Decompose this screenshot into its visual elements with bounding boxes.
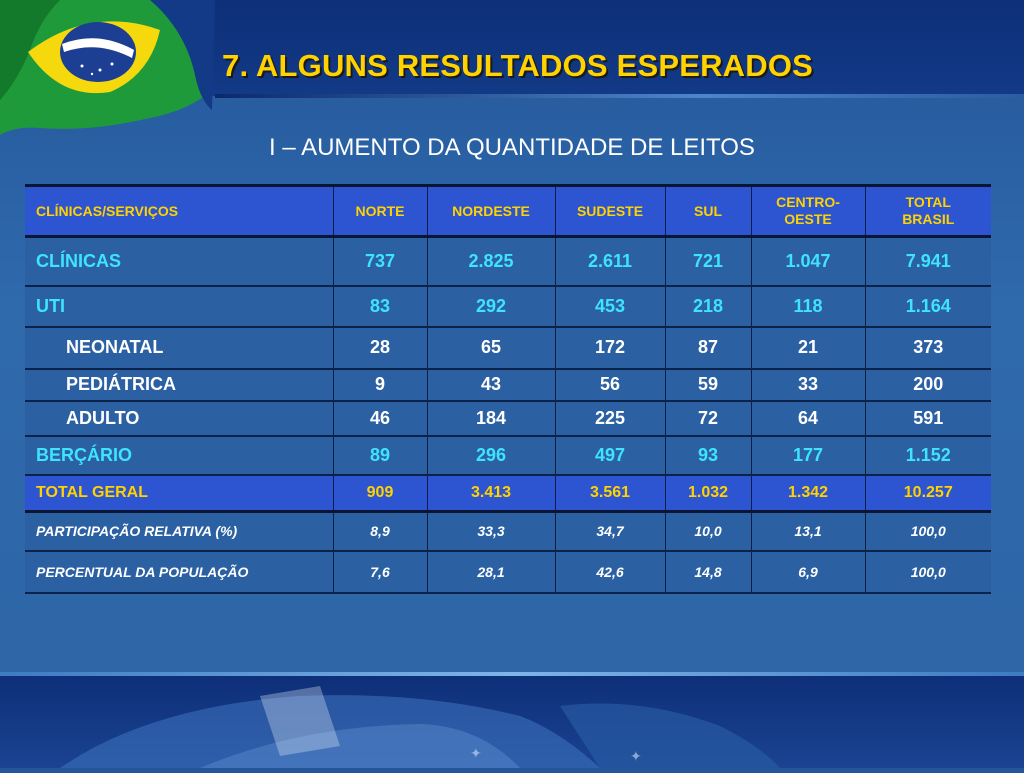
table-row: UTI 83 292 453 218 118 1.164 bbox=[25, 285, 991, 328]
header-cell: SUDESTE bbox=[554, 184, 666, 238]
table-cell: 83 bbox=[332, 285, 428, 328]
table-row: BERÇÁRIO 89 296 497 93 177 1.152 bbox=[25, 435, 991, 476]
header-cell: CENTRO-OESTE bbox=[750, 184, 866, 238]
row-label: CLÍNICAS bbox=[25, 236, 334, 287]
page-title: 7. ALGUNS RESULTADOS ESPERADOS bbox=[222, 48, 814, 83]
table-cell: 21 bbox=[750, 326, 866, 370]
row-label: UTI bbox=[25, 285, 334, 328]
table-row: CLÍNICAS 737 2.825 2.611 721 1.047 7.941 bbox=[25, 236, 991, 287]
table-cell: 172 bbox=[554, 326, 666, 370]
table-cell: 7,6 bbox=[332, 550, 428, 594]
table-cell: 1.032 bbox=[664, 474, 752, 513]
table-row: ADULTO 46 184 225 72 64 591 bbox=[25, 400, 991, 437]
table-cell: 89 bbox=[332, 435, 428, 476]
row-label: BERÇÁRIO bbox=[25, 435, 334, 476]
table-cell: 497 bbox=[554, 435, 666, 476]
footer-banner: ✦ ✦ bbox=[0, 676, 1024, 768]
brazil-flag-icon bbox=[0, 0, 215, 135]
table-cell: 1.152 bbox=[864, 435, 991, 476]
header-cell: SUL bbox=[664, 184, 752, 238]
table-cell: 118 bbox=[750, 285, 866, 328]
header-cell: NORDESTE bbox=[426, 184, 556, 238]
table-row: NEONATAL 28 65 172 87 21 373 bbox=[25, 326, 991, 370]
table-cell: 218 bbox=[664, 285, 752, 328]
table-cell: 292 bbox=[426, 285, 556, 328]
svg-text:✦: ✦ bbox=[470, 746, 482, 762]
table-cell: 14,8 bbox=[664, 550, 752, 594]
row-label: PEDIÁTRICA bbox=[25, 368, 334, 402]
table-cell: 909 bbox=[332, 474, 428, 513]
table-cell: 184 bbox=[426, 400, 556, 437]
table-cell: 93 bbox=[664, 435, 752, 476]
table-cell: 8,9 bbox=[332, 511, 428, 552]
table-cell: 43 bbox=[426, 368, 556, 402]
table-cell: 3.561 bbox=[554, 474, 666, 513]
title-underline bbox=[215, 94, 1024, 98]
table-cell: 59 bbox=[664, 368, 752, 402]
svg-text:✦: ✦ bbox=[630, 749, 642, 765]
row-label: NEONATAL bbox=[25, 326, 334, 370]
table-cell: 6,9 bbox=[750, 550, 866, 594]
table-cell: 2.825 bbox=[426, 236, 556, 287]
table-cell: 7.941 bbox=[864, 236, 991, 287]
hospital-beds-table: CLÍNICAS/SERVIÇOS NORTE NORDESTE SUDESTE… bbox=[25, 184, 991, 594]
table-cell: 1.164 bbox=[864, 285, 991, 328]
table-subtitle: I – AUMENTO DA QUANTIDADE DE LEITOS bbox=[269, 134, 755, 161]
table-cell: 591 bbox=[864, 400, 991, 437]
population-share-row: PERCENTUAL DA POPULAÇÃO 7,6 28,1 42,6 14… bbox=[25, 550, 991, 594]
table-cell: 33 bbox=[750, 368, 866, 402]
table-cell: 42,6 bbox=[554, 550, 666, 594]
table-cell: 10.257 bbox=[864, 474, 991, 513]
footer-flag-decoration-icon: ✦ ✦ bbox=[60, 686, 780, 768]
table-cell: 64 bbox=[750, 400, 866, 437]
header-cell: CLÍNICAS/SERVIÇOS bbox=[25, 184, 334, 238]
table-cell: 13,1 bbox=[750, 511, 866, 552]
table-cell: 9 bbox=[332, 368, 428, 402]
table-cell: 33,3 bbox=[426, 511, 556, 552]
table-cell: 46 bbox=[332, 400, 428, 437]
table-cell: 1.047 bbox=[750, 236, 866, 287]
header-cell: TOTAL BRASIL bbox=[864, 184, 991, 238]
table-cell: 100,0 bbox=[864, 550, 991, 594]
table-cell: 200 bbox=[864, 368, 991, 402]
table-cell: 721 bbox=[664, 236, 752, 287]
table-cell: 10,0 bbox=[664, 511, 752, 552]
table-cell: 34,7 bbox=[554, 511, 666, 552]
table-cell: 373 bbox=[864, 326, 991, 370]
table-cell: 100,0 bbox=[864, 511, 991, 552]
table-cell: 87 bbox=[664, 326, 752, 370]
table-cell: 177 bbox=[750, 435, 866, 476]
table-cell: 65 bbox=[426, 326, 556, 370]
row-label: PERCENTUAL DA POPULAÇÃO bbox=[25, 550, 334, 594]
table-header-row: CLÍNICAS/SERVIÇOS NORTE NORDESTE SUDESTE… bbox=[25, 184, 991, 238]
table-cell: 453 bbox=[554, 285, 666, 328]
table-cell: 56 bbox=[554, 368, 666, 402]
header-cell: NORTE bbox=[332, 184, 428, 238]
table-cell: 1.342 bbox=[750, 474, 866, 513]
table-cell: 28 bbox=[332, 326, 428, 370]
row-label: ADULTO bbox=[25, 400, 334, 437]
table-cell: 28,1 bbox=[426, 550, 556, 594]
table-row: PEDIÁTRICA 9 43 56 59 33 200 bbox=[25, 368, 991, 402]
table-cell: 2.611 bbox=[554, 236, 666, 287]
table-cell: 225 bbox=[554, 400, 666, 437]
total-row: TOTAL GERAL 909 3.413 3.561 1.032 1.342 … bbox=[25, 474, 991, 513]
footer-rule bbox=[0, 672, 1024, 676]
row-label: TOTAL GERAL bbox=[25, 474, 334, 513]
table-cell: 72 bbox=[664, 400, 752, 437]
row-label: PARTICIPAÇÃO RELATIVA (%) bbox=[25, 511, 334, 552]
table-cell: 3.413 bbox=[426, 474, 556, 513]
table-cell: 737 bbox=[332, 236, 428, 287]
table-cell: 296 bbox=[426, 435, 556, 476]
relative-share-row: PARTICIPAÇÃO RELATIVA (%) 8,9 33,3 34,7 … bbox=[25, 511, 991, 552]
